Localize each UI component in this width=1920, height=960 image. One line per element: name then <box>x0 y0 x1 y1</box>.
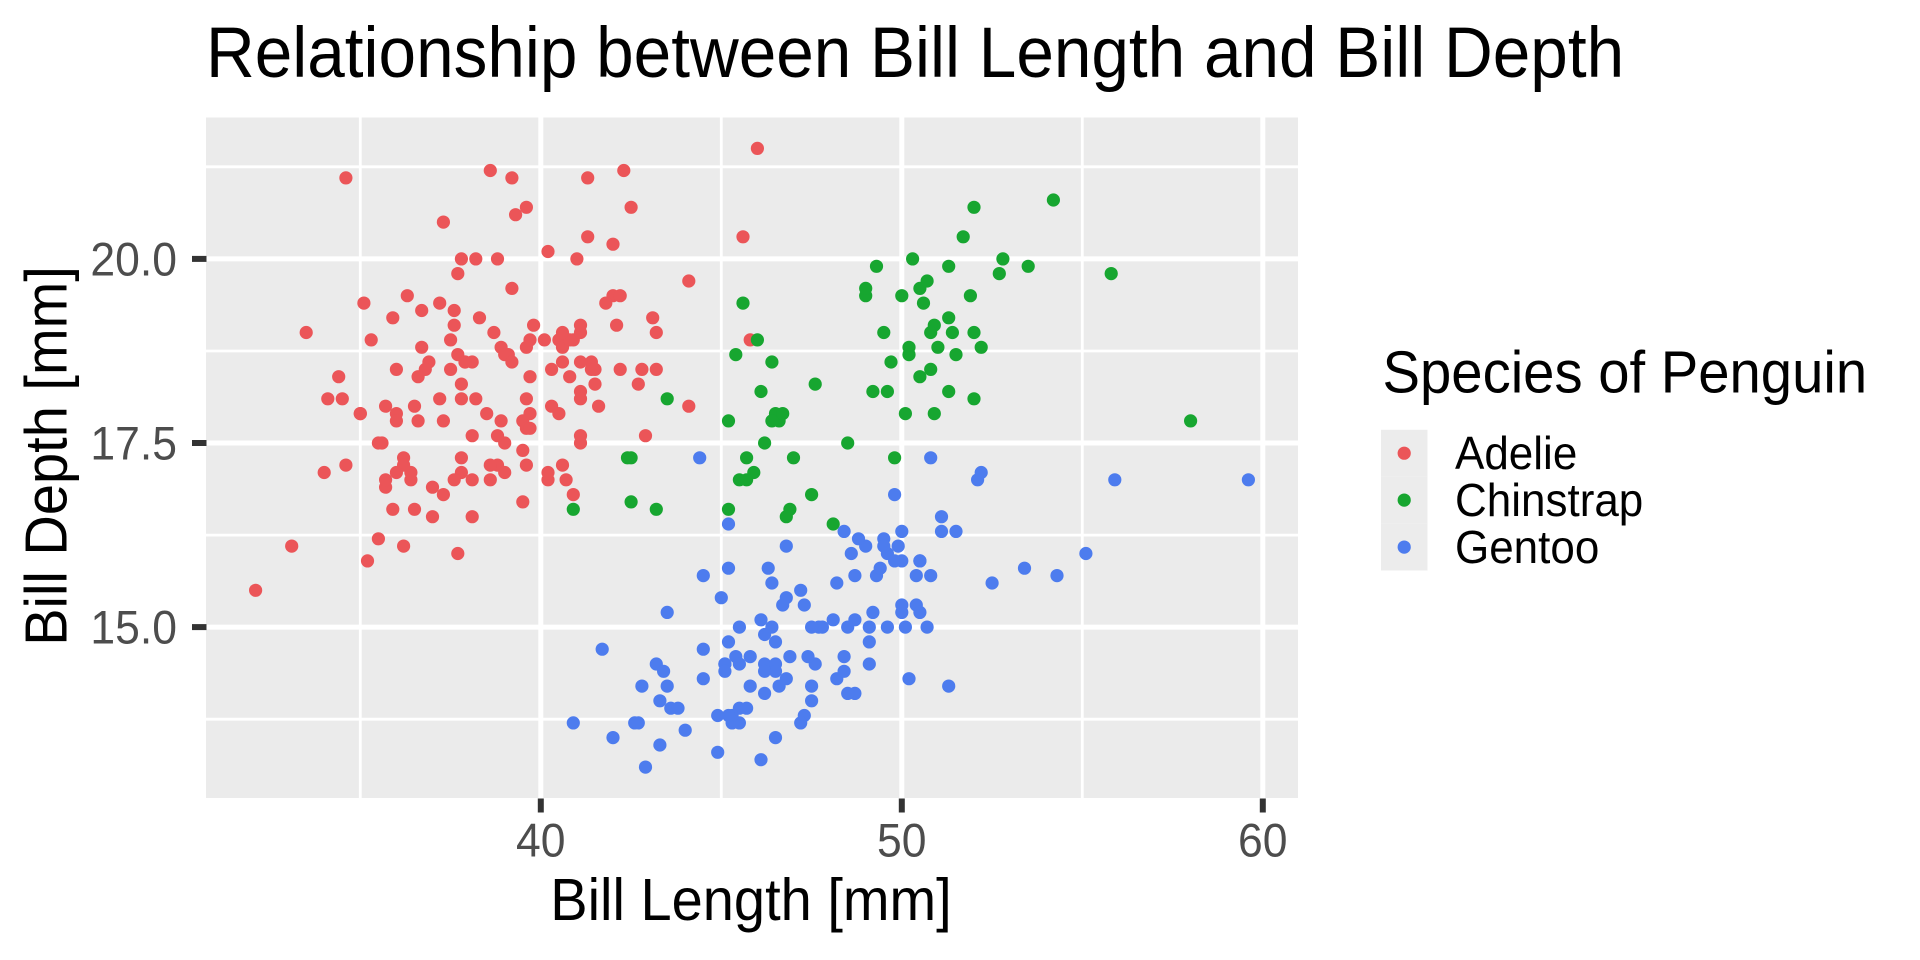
svg-text:Adelie: Adelie <box>1455 427 1577 479</box>
svg-text:Gentoo: Gentoo <box>1455 521 1599 573</box>
svg-text:40: 40 <box>516 814 565 866</box>
svg-text:Bill Depth [mm]: Bill Depth [mm] <box>14 266 80 646</box>
svg-text:60: 60 <box>1238 814 1287 866</box>
svg-text:Relationship between Bill Leng: Relationship between Bill Length and Bil… <box>206 12 1624 92</box>
svg-text:15.0: 15.0 <box>90 602 177 654</box>
svg-text:20.0: 20.0 <box>90 233 177 285</box>
svg-text:17.5: 17.5 <box>90 417 177 469</box>
svg-text:Bill Length [mm]: Bill Length [mm] <box>550 868 951 934</box>
svg-text:50: 50 <box>877 814 926 866</box>
svg-text:Chinstrap: Chinstrap <box>1455 474 1643 526</box>
svg-text:Species of Penguin: Species of Penguin <box>1383 340 1868 406</box>
